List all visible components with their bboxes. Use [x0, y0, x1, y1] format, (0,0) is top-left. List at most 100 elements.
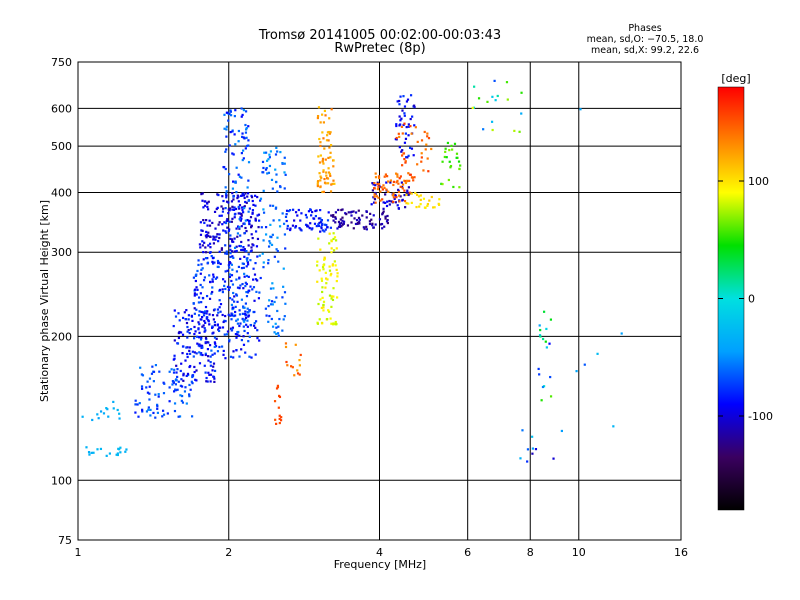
data-point [373, 193, 376, 196]
data-point [386, 214, 389, 218]
data-point [415, 193, 419, 196]
data-point [220, 345, 224, 348]
data-point [99, 410, 103, 413]
data-point [248, 309, 251, 312]
data-point [87, 451, 91, 454]
data-point [201, 315, 204, 319]
data-point [228, 297, 232, 300]
data-point [246, 307, 249, 310]
data-point [205, 317, 208, 320]
data-point [430, 195, 433, 199]
data-point [227, 288, 230, 292]
data-point [278, 421, 281, 425]
data-point [258, 254, 261, 257]
data-point [378, 218, 382, 221]
data-point [290, 365, 293, 368]
data-point [229, 110, 232, 113]
data-point [264, 307, 267, 310]
data-point [225, 200, 229, 203]
data-point [174, 378, 178, 381]
data-point [177, 312, 180, 315]
data-point [270, 236, 273, 239]
data-point [222, 349, 225, 353]
data-point [232, 350, 235, 353]
data-point [333, 260, 336, 263]
data-point [262, 266, 265, 269]
data-point [201, 244, 204, 247]
data-point [352, 210, 355, 213]
data-point [141, 408, 144, 411]
data-point [231, 328, 234, 331]
data-point [176, 342, 180, 345]
data-point [333, 236, 337, 239]
data-point [317, 237, 320, 240]
data-point [506, 98, 509, 101]
data-point [171, 383, 174, 386]
data-point [329, 190, 333, 193]
data-point [321, 222, 324, 225]
data-point [274, 153, 278, 156]
chart-title: Tromsø 20141005 00:02:00-00:03:43 [258, 28, 501, 43]
data-point [404, 206, 407, 209]
data-point [226, 226, 229, 229]
data-point [410, 192, 413, 195]
data-point [237, 140, 240, 143]
data-point [443, 155, 446, 159]
data-point [192, 276, 196, 279]
data-point [216, 259, 220, 263]
data-point [244, 219, 247, 222]
data-point [224, 320, 227, 323]
data-point [271, 233, 274, 236]
data-point [197, 321, 200, 324]
data-point [313, 222, 317, 225]
data-point [116, 453, 119, 457]
data-point [218, 306, 221, 309]
data-point [198, 331, 201, 334]
data-point [228, 275, 231, 279]
data-point [376, 181, 379, 184]
data-point [291, 366, 294, 369]
y-tick-label: 300 [51, 246, 72, 259]
data-point [322, 306, 325, 309]
data-point [425, 143, 428, 146]
data-point [453, 142, 457, 145]
data-point [213, 210, 217, 213]
data-point [273, 255, 276, 258]
data-point [242, 245, 245, 249]
data-point [520, 112, 523, 115]
data-point [537, 367, 540, 371]
data-point [213, 345, 216, 348]
data-point [211, 325, 214, 328]
data-point [353, 217, 356, 220]
data-point [222, 320, 225, 324]
data-point [401, 187, 404, 190]
data-point [207, 359, 210, 362]
data-point [177, 415, 180, 418]
data-point [225, 148, 228, 151]
data-point [255, 290, 258, 294]
data-point [389, 181, 392, 184]
data-point [168, 386, 171, 389]
data-point [236, 322, 240, 325]
data-point [213, 321, 217, 324]
data-point [268, 240, 271, 243]
data-point [372, 214, 375, 217]
data-point [215, 207, 218, 211]
data-point [195, 379, 198, 382]
data-point [178, 319, 181, 322]
data-point [204, 371, 207, 374]
data-point [270, 243, 274, 246]
data-point [358, 222, 361, 225]
data-point [316, 116, 320, 120]
data-point [193, 312, 196, 315]
data-point [409, 125, 412, 128]
data-point [196, 269, 199, 273]
data-point [181, 333, 185, 336]
data-point [330, 214, 333, 217]
data-point [204, 352, 207, 355]
data-point [229, 109, 232, 112]
data-point [234, 305, 237, 309]
data-point [433, 206, 436, 209]
data-point [339, 224, 342, 227]
data-point [234, 250, 237, 253]
